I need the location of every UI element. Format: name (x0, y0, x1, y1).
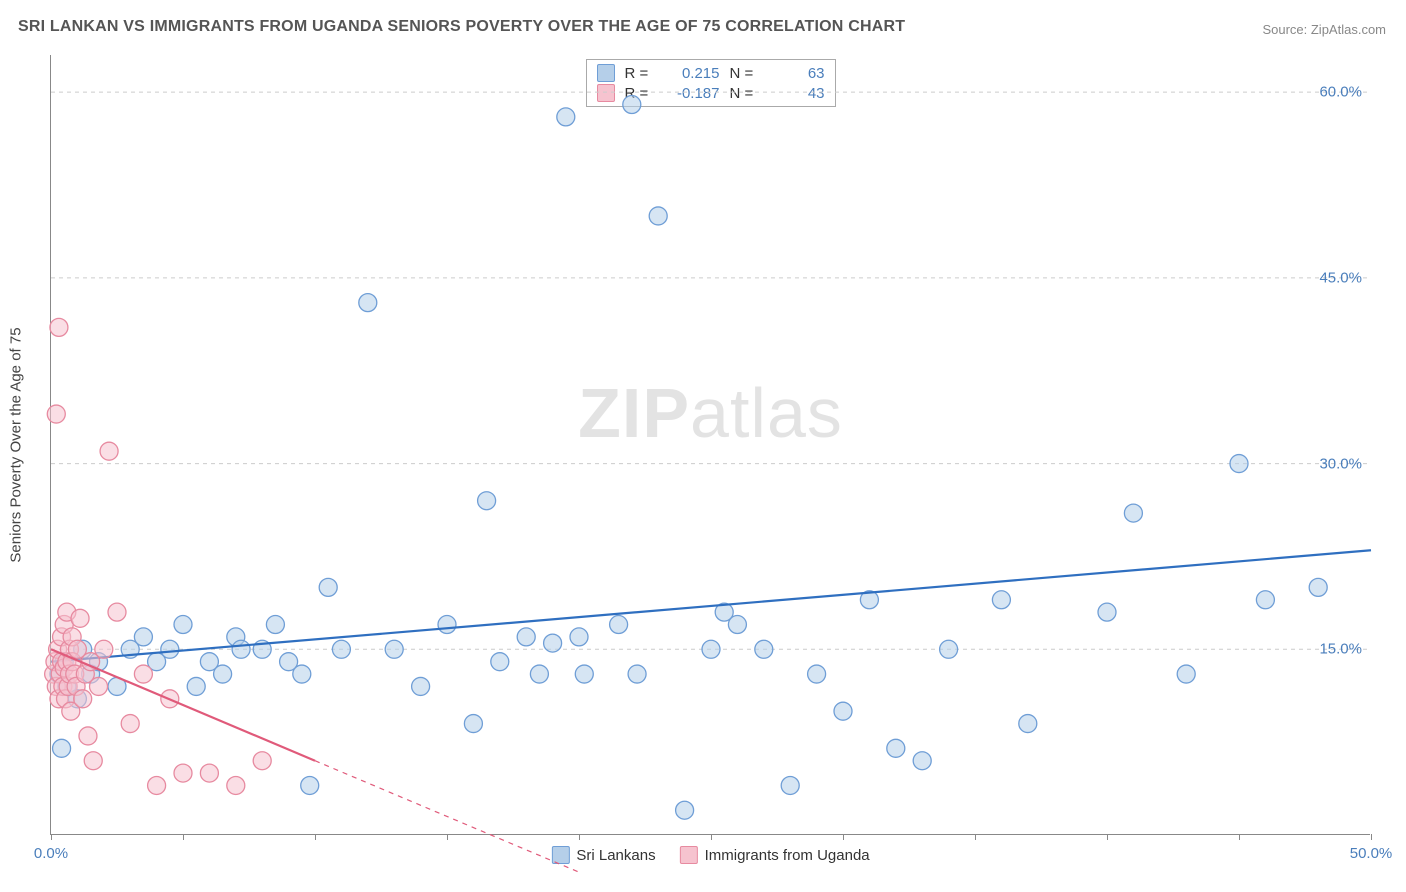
x-tick (1107, 834, 1108, 840)
y-tick-label: 45.0% (1319, 269, 1362, 286)
x-tick (51, 834, 52, 840)
x-tick (579, 834, 580, 840)
x-tick-label: 0.0% (34, 845, 68, 862)
x-tick (1371, 834, 1372, 840)
y-tick-label: 15.0% (1319, 641, 1362, 658)
scatter-plot-svg (51, 55, 1370, 834)
legend-series-item: Immigrants from Uganda (680, 846, 870, 864)
x-tick (1239, 834, 1240, 840)
x-tick (183, 834, 184, 840)
x-tick (711, 834, 712, 840)
x-tick (315, 834, 316, 840)
plot-area: Seniors Poverty Over the Age of 75 ZIPat… (50, 55, 1370, 835)
legend-swatch (551, 846, 569, 864)
legend-series-label: Sri Lankans (576, 847, 655, 864)
legend-series: Sri Lankans Immigrants from Uganda (551, 846, 869, 864)
source-label: Source: ZipAtlas.com (1262, 22, 1386, 37)
x-tick (843, 834, 844, 840)
legend-series-label: Immigrants from Uganda (705, 847, 870, 864)
x-tick (975, 834, 976, 840)
legend-series-item: Sri Lankans (551, 846, 655, 864)
legend-swatch (680, 846, 698, 864)
y-tick-label: 60.0% (1319, 84, 1362, 101)
x-tick (447, 834, 448, 840)
y-axis-label: Seniors Poverty Over the Age of 75 (8, 327, 25, 562)
x-tick-label: 50.0% (1350, 845, 1393, 862)
chart-title: SRI LANKAN VS IMMIGRANTS FROM UGANDA SEN… (18, 18, 905, 36)
y-tick-label: 30.0% (1319, 455, 1362, 472)
